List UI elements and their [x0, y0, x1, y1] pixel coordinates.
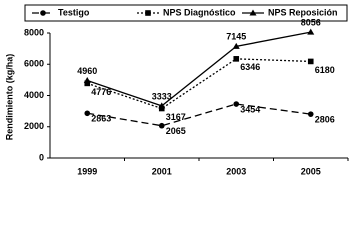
series-line	[87, 103, 311, 127]
marker	[307, 58, 314, 65]
data-label: 7145	[226, 32, 246, 42]
marker	[233, 101, 240, 107]
data-label: 6346	[240, 62, 260, 72]
data-label: 6180	[315, 65, 335, 75]
marker	[83, 77, 91, 83]
y-tick-label: 0	[39, 152, 44, 162]
data-label: 3333	[152, 91, 172, 101]
y-tick-label: 4000	[24, 90, 44, 100]
data-label: 3454	[240, 104, 260, 114]
marker	[84, 80, 91, 87]
data-label: 3167	[166, 112, 186, 122]
x-tick-label: 2001	[152, 166, 172, 176]
legend-box	[24, 4, 348, 22]
y-tick-label: 2000	[24, 121, 44, 131]
data-label: 8056	[301, 18, 321, 28]
marker	[84, 110, 91, 117]
data-label: 2065	[166, 126, 186, 136]
marker	[307, 28, 315, 35]
marker	[145, 10, 151, 16]
marker	[233, 56, 240, 62]
page: {"chart_data": {"type": "line", "y_label…	[4, 4, 349, 177]
legend-label: NPS Reposición	[268, 7, 338, 17]
x-tick-label: 2003	[226, 166, 246, 176]
legend-label: Testigo	[58, 7, 90, 17]
marker	[158, 122, 165, 129]
x-tick-label: 1999	[77, 166, 97, 176]
series-line	[87, 31, 311, 107]
data-label: 4776	[91, 87, 111, 97]
data-label: 2806	[315, 115, 335, 125]
x-tick-label: 2005	[301, 166, 321, 176]
marker	[307, 111, 314, 117]
chart: Rendimiento (kg/ha) 0 2000 4000 6000 8000 199…	[4, 4, 349, 176]
data-label: 4960	[77, 66, 97, 76]
marker	[158, 102, 166, 109]
marker	[158, 105, 165, 112]
marker	[232, 42, 240, 49]
y-axis-label: Rendimiento (kg/ha)	[4, 54, 14, 141]
y-tick-label: 6000	[24, 59, 44, 69]
marker	[249, 9, 257, 16]
series-line	[87, 58, 311, 110]
data-label: 2863	[91, 114, 111, 124]
y-tick-label: 8000	[24, 27, 44, 37]
legend-label: NPS Diagnóstico	[163, 7, 236, 17]
marker	[40, 10, 46, 16]
